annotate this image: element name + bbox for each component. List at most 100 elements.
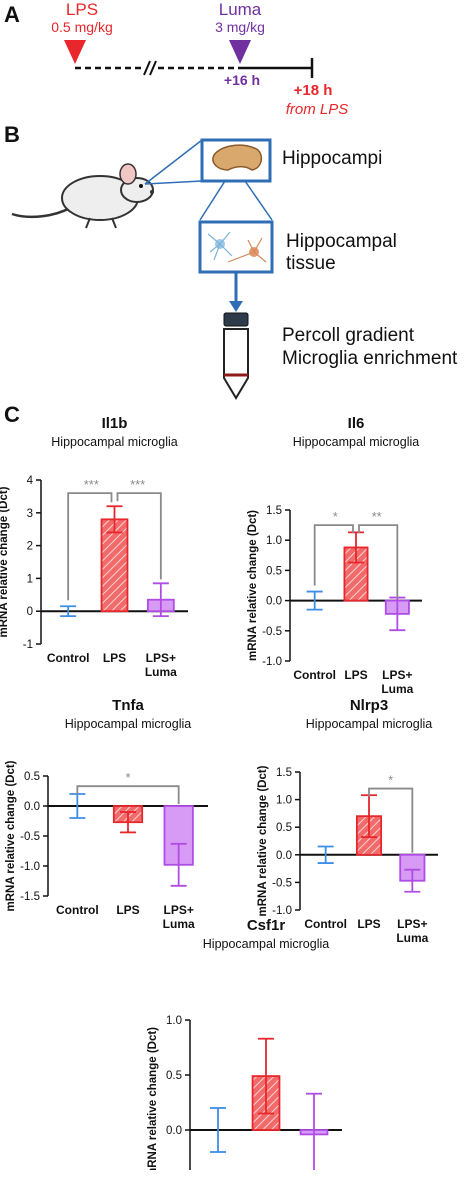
- percoll-label-line2: Microglia enrichment: [282, 348, 458, 369]
- bar-lps: [100, 518, 129, 613]
- y-tick-label: -1.0: [262, 656, 282, 668]
- significance-bracket: [76, 785, 180, 804]
- mouse-illustration: [11, 163, 154, 229]
- category-label-lps-luma-line2: Luma: [381, 682, 413, 696]
- chart-title: Il6: [348, 415, 365, 432]
- luma-dose: 3 mg/kg: [215, 19, 265, 35]
- y-tick-label: -1.0: [272, 905, 292, 917]
- y-tick-label: -1.0: [20, 861, 40, 873]
- hippocampi-label: Hippocampi: [282, 148, 383, 169]
- category-label-control: Control: [56, 903, 99, 917]
- luma-injection-marker: [229, 40, 251, 64]
- y-tick-label: 3: [27, 508, 33, 520]
- category-label-lps-luma-line1: LPS+: [397, 917, 427, 931]
- category-label-control: Control: [304, 917, 347, 931]
- y-tick-label: 1.0: [266, 535, 282, 547]
- chart-subtitle: Hippocampal microglia: [51, 435, 177, 449]
- category-label-lps-luma-line1: LPS+: [382, 668, 412, 682]
- y-tick-label: 0.0: [266, 596, 282, 608]
- category-label-lps-luma-line1: LPS+: [146, 651, 176, 665]
- axis-break-1: [143, 60, 151, 76]
- tissue-box: [198, 220, 274, 274]
- y-tick-label: -0.5: [272, 877, 292, 889]
- y-tick-label: 1.5: [266, 505, 282, 517]
- chart-subtitle: Hippocampal microglia: [65, 717, 191, 731]
- y-tick-label: 0.5: [266, 565, 282, 577]
- lps-label: LPS: [65, 0, 99, 19]
- significance-bracket: [358, 524, 399, 599]
- category-label-lps: LPS: [357, 917, 380, 931]
- axis-break-2: [149, 60, 157, 76]
- significance-label: *: [333, 509, 338, 524]
- significance-bracket: [368, 787, 414, 853]
- y-tick-label: -1: [23, 639, 33, 651]
- significance-label: ***: [84, 477, 99, 492]
- time-18h: +18 h: [293, 82, 333, 99]
- schematic-diagram: [11, 138, 274, 400]
- chart-title: Nlrp3: [350, 697, 388, 714]
- chart-title: Csf1r: [247, 917, 286, 934]
- tissue-label-line1: Hippocampal: [286, 231, 397, 252]
- y-axis-label: mRNA relative change (Dct): [0, 486, 10, 637]
- neuron-icon: [207, 231, 267, 263]
- category-label-lps-luma-line2: Luma: [396, 931, 428, 945]
- y-axis-label: mRNA relative change (Dct): [5, 760, 17, 911]
- significance-label: *: [125, 770, 130, 785]
- category-label-lps: LPS: [344, 668, 367, 682]
- y-tick-label: 0.0: [166, 1125, 182, 1137]
- category-label-lps: LPS: [103, 651, 126, 665]
- chart-subtitle: Hippocampal microglia: [293, 435, 419, 449]
- time-16h: +16 h: [223, 72, 261, 88]
- chart-subtitle: Hippocampal microglia: [203, 937, 329, 951]
- y-tick-label: -0.5: [262, 626, 282, 638]
- significance-bracket: [67, 492, 113, 601]
- y-tick-label: 1.0: [166, 1015, 182, 1027]
- y-tick-label: 1.0: [276, 795, 292, 807]
- y-tick-label: 0.0: [276, 850, 292, 862]
- hippocampus-icon: [212, 144, 263, 171]
- significance-label: ***: [130, 477, 145, 492]
- significance-label: **: [372, 509, 382, 524]
- tube-icon: [223, 312, 249, 400]
- significance-bracket: [313, 524, 354, 586]
- luma-label: Luma: [218, 0, 262, 19]
- category-label-lps: LPS: [116, 903, 139, 917]
- chart-nlrp3: Nlrp3 Hippocampal microglia -1.0 -0.5 0.0 0.5…: [257, 697, 438, 945]
- y-tick-label: 0.5: [24, 771, 40, 783]
- chart-title: Tnfa: [112, 697, 144, 714]
- category-label-lps-luma-line2: Luma: [163, 917, 195, 931]
- significance-label: *: [388, 773, 393, 788]
- lps-injection-marker: [64, 40, 86, 64]
- significance-bracket: [116, 492, 162, 580]
- y-tick-label: 0: [27, 606, 33, 618]
- tissue-label-line2: tissue: [286, 253, 336, 274]
- y-tick-label: 1.5: [276, 767, 292, 779]
- y-tick-label: 4: [27, 475, 34, 487]
- chart-title: Il1b: [102, 415, 128, 432]
- y-axis-label: mRNA relative change (Dct): [257, 765, 269, 916]
- category-label-lps-luma-line1: LPS+: [163, 903, 193, 917]
- percoll-label-line1: Percoll gradient: [282, 325, 415, 346]
- category-label-lps-luma-line2: Luma: [145, 665, 177, 679]
- chart-subtitle: Hippocampal microglia: [306, 717, 432, 731]
- timeline: [64, 40, 314, 78]
- panel-label-c: C: [4, 402, 20, 427]
- panel-label-b: B: [4, 122, 20, 147]
- y-tick-label: 1: [27, 573, 33, 585]
- y-axis-label: mRNA relative change (Dct): [247, 510, 259, 661]
- y-tick-label: 0.5: [276, 822, 292, 834]
- category-label-control: Control: [293, 668, 336, 682]
- chart-il6: Il6 Hippocampal microglia -1.0 -0.5 0.0 0.5 1.…: [247, 415, 422, 696]
- from-lps-note: from LPS: [285, 101, 349, 118]
- y-tick-label: 0.0: [24, 801, 40, 813]
- y-tick-label: -0.5: [20, 831, 40, 843]
- panel-label-a: A: [4, 2, 20, 27]
- chart-tnfa: Tnfa Hippocampal microglia -1.5 -1.0 -0.5 0.0…: [5, 697, 208, 931]
- y-tick-label: 2: [27, 541, 33, 553]
- lps-dose: 0.5 mg/kg: [51, 19, 113, 35]
- category-label-control: Control: [47, 651, 90, 665]
- y-tick-label: -1.5: [20, 891, 40, 903]
- y-axis-label: mRNA relative change (Dct): [147, 1027, 159, 1170]
- chart-il1b: Il1b Hippocampal microglia -1 0 1 2 3 4 mRNA rel…: [0, 415, 188, 679]
